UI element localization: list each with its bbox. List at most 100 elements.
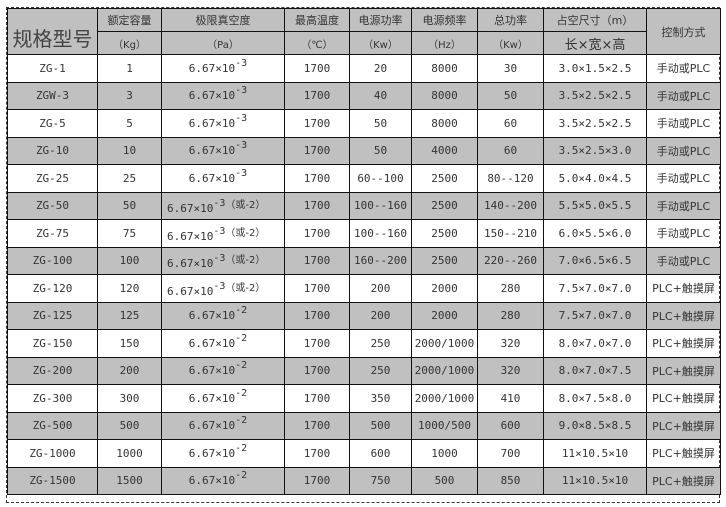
- cell-model: ZG-150: [7, 329, 98, 358]
- vacuum-note: （或-2）: [225, 200, 266, 212]
- vacuum-base: 6.67×10: [167, 229, 214, 243]
- vacuum-exponent: -2: [235, 360, 248, 372]
- table-row: ZG-1 1 6.67×10-3 1700 20 8000 30 3.0×1.5×2.5 手动或…: [7, 54, 721, 83]
- cell-control: 手动或PLC: [646, 136, 721, 165]
- table-row: ZG-50 50 6.67×10-3（或-2） 1700 100--160 2500 140…: [7, 191, 721, 220]
- cell-frequency: 2000/1000: [411, 384, 478, 413]
- vacuum-note: （或-2）: [225, 282, 266, 294]
- cell-capacity: 125: [97, 301, 162, 330]
- cell-temperature: 1700: [284, 356, 350, 385]
- cell-model: ZG-500: [7, 411, 98, 440]
- cell-power: 350: [349, 384, 412, 413]
- cell-frequency: 2000/1000: [411, 329, 478, 358]
- header-row-units: （Kg） （Pa） （℃） （Kw） （Hz） （Kw） 长×宽×高: [8, 31, 721, 55]
- cell-frequency: 2000/1000: [411, 356, 478, 385]
- vacuum-exponent: -3: [235, 140, 248, 152]
- vacuum-base: 6.67×10: [188, 116, 236, 130]
- vacuum-exponent: -2: [235, 387, 248, 399]
- cell-size: 8.0×7.5×8.0: [543, 384, 647, 413]
- cell-control: 手动或PLC: [646, 191, 721, 220]
- table-body: ZG-1 1 6.67×10-3 1700 20 8000 30 3.0×1.5×2.5 手动或…: [7, 54, 721, 495]
- cell-vacuum: 6.67×10-3: [161, 109, 285, 138]
- cell-temperature: 1700: [284, 54, 350, 83]
- table-row: ZG-125 125 6.67×10-2 1700 200 2000 280 7.5×7.0×…: [7, 301, 721, 330]
- cell-capacity: 1000: [97, 439, 162, 468]
- cell-model: ZG-120: [7, 274, 98, 303]
- cell-control: 手动或PLC: [646, 109, 721, 138]
- cell-frequency: 8000: [411, 54, 478, 83]
- vacuum-base: 6.67×10: [188, 171, 236, 185]
- cell-model: ZG-1: [7, 54, 98, 83]
- table-row: ZG-5 5 6.67×10-3 1700 50 8000 60 3.5×2.5×2.5 手动或…: [7, 109, 721, 138]
- cell-temperature: 1700: [284, 384, 350, 413]
- cell-temperature: 1700: [284, 301, 350, 330]
- header-control: 控制方式: [646, 8, 721, 55]
- cell-frequency: 1000/500: [411, 411, 478, 440]
- unit-temperature: （℃）: [284, 31, 350, 55]
- cell-total-power: 80--120: [477, 164, 544, 193]
- table-row: ZG-150 150 6.67×10-2 1700 250 2000/1000 320 8.0…: [7, 329, 721, 358]
- cell-model: ZG-10: [7, 136, 98, 165]
- vacuum-exponent: -2: [235, 470, 248, 482]
- vacuum-exponent: -3: [213, 225, 226, 237]
- vacuum-base: 6.67×10: [188, 144, 236, 158]
- cell-temperature: 1700: [284, 274, 350, 303]
- cell-vacuum: 6.67×10-3（或-2）: [161, 219, 285, 248]
- cell-vacuum: 6.67×10-2: [161, 356, 285, 385]
- cell-size: 11×10.5×10: [543, 439, 647, 468]
- cell-power: 50: [349, 136, 412, 165]
- cell-model: ZG-125: [7, 301, 98, 330]
- table-row: ZG-25 25 6.67×10-3 1700 60--100 2500 80--120 5.…: [7, 164, 721, 193]
- cell-model: ZG-200: [7, 356, 98, 385]
- vacuum-exponent: -2: [235, 442, 248, 454]
- header-vacuum: 极限真空度: [161, 8, 285, 32]
- vacuum-base: 6.67×10: [167, 257, 214, 271]
- cell-size: 8.0×7.0×7.5: [543, 356, 647, 385]
- vacuum-base: 6.67×10: [188, 89, 236, 103]
- cell-vacuum: 6.67×10-3: [161, 54, 285, 83]
- header-temperature: 最高温度: [284, 8, 350, 32]
- cell-model: ZG-300: [7, 384, 98, 413]
- cell-vacuum: 6.67×10-3: [161, 164, 285, 193]
- cell-model: ZG-100: [7, 246, 98, 275]
- cell-vacuum: 6.67×10-2: [161, 439, 285, 468]
- cell-power: 500: [349, 411, 412, 440]
- header-capacity: 额定容量: [97, 8, 162, 32]
- cell-power: 50: [349, 109, 412, 138]
- cell-control: PLC+触摸屏: [646, 439, 721, 468]
- cell-total-power: 60: [477, 136, 544, 165]
- cell-capacity: 200: [97, 356, 162, 385]
- unit-frequency: （Hz）: [411, 31, 478, 55]
- vacuum-base: 6.67×10: [188, 446, 236, 460]
- cell-frequency: 2500: [411, 191, 478, 220]
- cell-temperature: 1700: [284, 109, 350, 138]
- vacuum-exponent: -2: [235, 332, 248, 344]
- vacuum-exponent: -3: [235, 85, 248, 97]
- cell-frequency: 500: [411, 466, 478, 495]
- cell-vacuum: 6.67×10-3（或-2）: [161, 246, 285, 275]
- cell-size: 3.5×2.5×3.0: [543, 136, 647, 165]
- cell-vacuum: 6.67×10-3: [161, 136, 285, 165]
- cell-frequency: 8000: [411, 81, 478, 110]
- header-frequency: 电源频率: [411, 8, 478, 32]
- vacuum-base: 6.67×10: [188, 419, 236, 433]
- cell-model: ZG-1000: [7, 439, 98, 468]
- table-row: ZG-300 300 6.67×10-2 1700 350 2000/1000 410 8.0…: [7, 384, 721, 413]
- cell-temperature: 1700: [284, 136, 350, 165]
- cell-size: 11×10.5×10: [543, 466, 647, 495]
- cell-control: 手动或PLC: [646, 54, 721, 83]
- cell-control: PLC+触摸屏: [646, 356, 721, 385]
- cell-model: ZGW-3: [7, 81, 98, 110]
- cell-total-power: 280: [477, 274, 544, 303]
- vacuum-base: 6.67×10: [188, 474, 236, 488]
- cell-total-power: 600: [477, 411, 544, 440]
- unit-total-power: （Kw）: [477, 31, 544, 55]
- cell-power: 200: [349, 301, 412, 330]
- cell-temperature: 1700: [284, 164, 350, 193]
- vacuum-base: 6.67×10: [188, 336, 236, 350]
- cell-total-power: 140--200: [477, 191, 544, 220]
- cell-control: PLC+触摸屏: [646, 384, 721, 413]
- cell-temperature: 1700: [284, 411, 350, 440]
- table-row: ZG-1500 1500 6.67×10-2 1700 750 500 850 11×10.5…: [7, 466, 721, 495]
- cell-power: 200: [349, 274, 412, 303]
